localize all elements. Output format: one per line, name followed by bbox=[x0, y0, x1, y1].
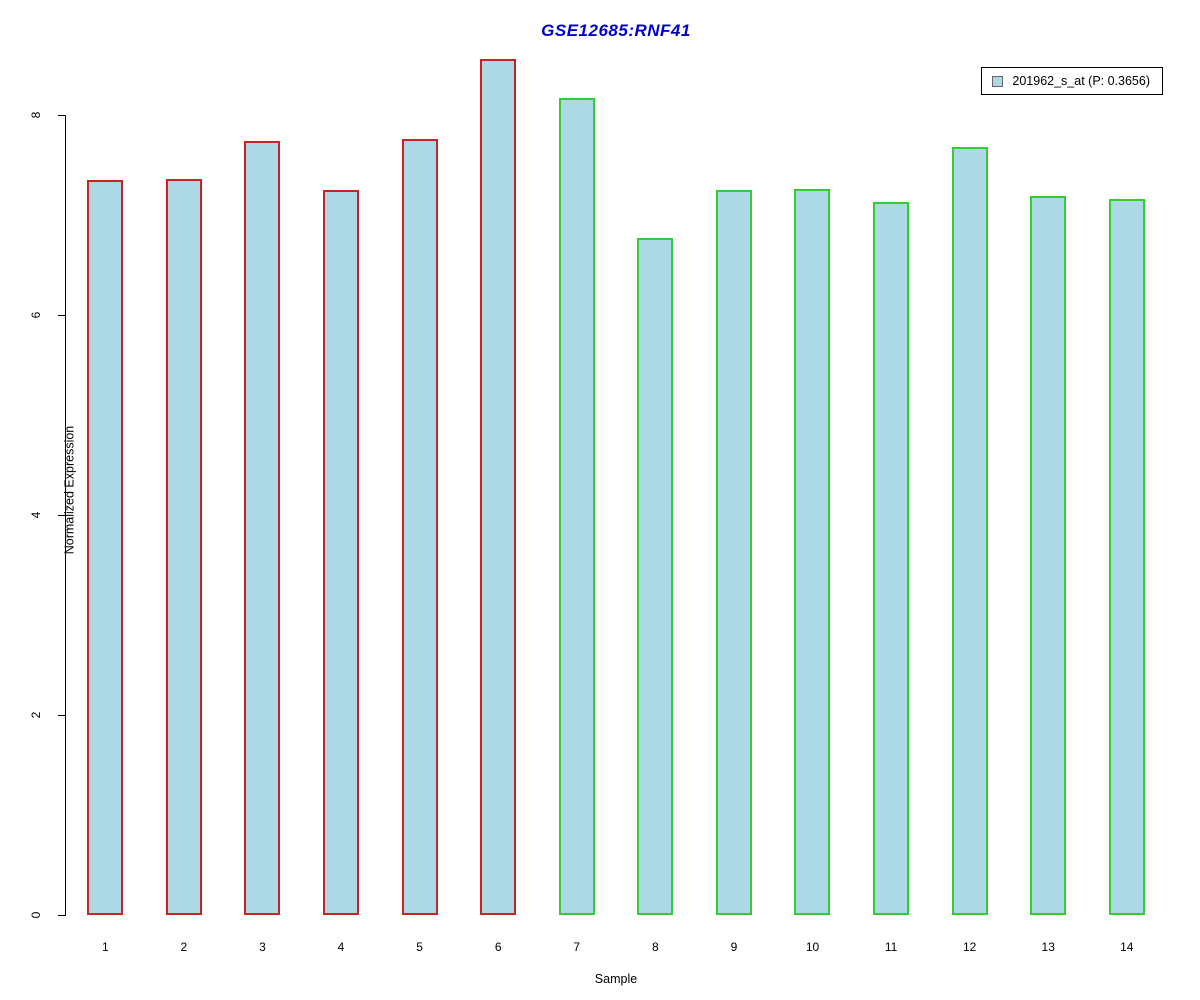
x-tick-label: 12 bbox=[962, 940, 977, 954]
x-tick-label: 7 bbox=[573, 940, 581, 954]
bar-slot bbox=[1088, 0, 1167, 915]
bar-sample-1 bbox=[87, 180, 124, 915]
chart-title: GSE12685:RNF41 bbox=[541, 21, 691, 40]
x-tick-label: 13 bbox=[1041, 940, 1055, 954]
x-tick-label: 8 bbox=[651, 940, 659, 954]
x-tick-label: 10 bbox=[805, 940, 820, 954]
y-tick-mark bbox=[58, 115, 65, 116]
x-tick-label: 2 bbox=[180, 940, 188, 954]
y-tick-mark bbox=[58, 315, 65, 316]
bar-sample-5 bbox=[401, 139, 438, 915]
x-tick-label: 11 bbox=[884, 940, 898, 954]
bars-area bbox=[66, 0, 1166, 915]
y-tick-mark bbox=[58, 515, 65, 516]
x-tick-label: 3 bbox=[259, 940, 266, 954]
x-axis-label: Sample bbox=[594, 972, 638, 986]
bar-sample-3 bbox=[244, 141, 281, 915]
x-axis-tick-labels: 1 2 3 4 5 6 7 8 9 10 11 12 13 14 bbox=[66, 940, 1166, 954]
x-tick-label: 5 bbox=[416, 940, 423, 954]
bar-sample-12 bbox=[951, 147, 988, 915]
x-tick-label: 9 bbox=[730, 940, 738, 954]
bar-slot bbox=[852, 0, 931, 915]
bar-slot bbox=[66, 0, 145, 915]
y-tick-mark bbox=[58, 715, 65, 716]
legend-label: 201962_s_at (P: 0.3656) bbox=[1012, 74, 1150, 88]
bar-sample-2 bbox=[165, 179, 202, 915]
x-tick-label: 1 bbox=[101, 940, 109, 954]
x-tick-label: 6 bbox=[494, 940, 502, 954]
bar-sample-8 bbox=[637, 238, 674, 915]
bar-slot bbox=[695, 0, 774, 915]
legend-box: 201962_s_at (P: 0.3656) bbox=[981, 67, 1163, 95]
bar-slot bbox=[930, 0, 1009, 915]
y-axis-line bbox=[65, 115, 66, 916]
bar-slot bbox=[145, 0, 224, 915]
bar-sample-9 bbox=[715, 190, 752, 915]
bar-sample-4 bbox=[323, 190, 360, 915]
x-tick-label: 4 bbox=[337, 940, 345, 954]
bar-slot bbox=[1009, 0, 1088, 915]
bar-slot bbox=[380, 0, 459, 915]
bar-slot bbox=[773, 0, 852, 915]
y-tick-label: 6 bbox=[29, 311, 43, 319]
legend-swatch-icon bbox=[992, 75, 1004, 87]
bar-sample-10 bbox=[794, 189, 831, 915]
bar-slot bbox=[616, 0, 695, 915]
bar-slot bbox=[537, 0, 616, 915]
bar-sample-7 bbox=[558, 98, 595, 915]
x-tick-label: 14 bbox=[1120, 940, 1134, 954]
bar-slot bbox=[459, 0, 538, 915]
bar-sample-13 bbox=[1030, 196, 1067, 915]
bar-sample-6 bbox=[480, 59, 517, 915]
y-tick-label: 4 bbox=[29, 511, 43, 519]
bar-sample-14 bbox=[1108, 199, 1145, 915]
y-tick-label: 0 bbox=[29, 911, 43, 919]
y-tick-label: 2 bbox=[29, 711, 43, 719]
bar-slot bbox=[223, 0, 302, 915]
y-tick-mark bbox=[58, 915, 65, 916]
bar-slot bbox=[302, 0, 381, 915]
bar-sample-11 bbox=[873, 202, 910, 915]
y-tick-label: 8 bbox=[29, 111, 43, 119]
